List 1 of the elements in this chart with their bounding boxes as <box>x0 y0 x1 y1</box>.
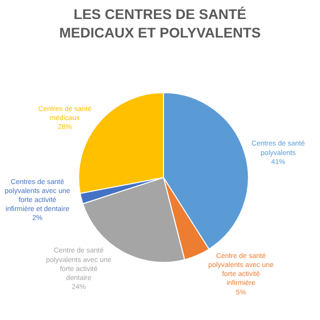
chart-title: LES CENTRES DE SANTÉ MEDICAUX ET POLYVALENTS <box>59 6 261 40</box>
